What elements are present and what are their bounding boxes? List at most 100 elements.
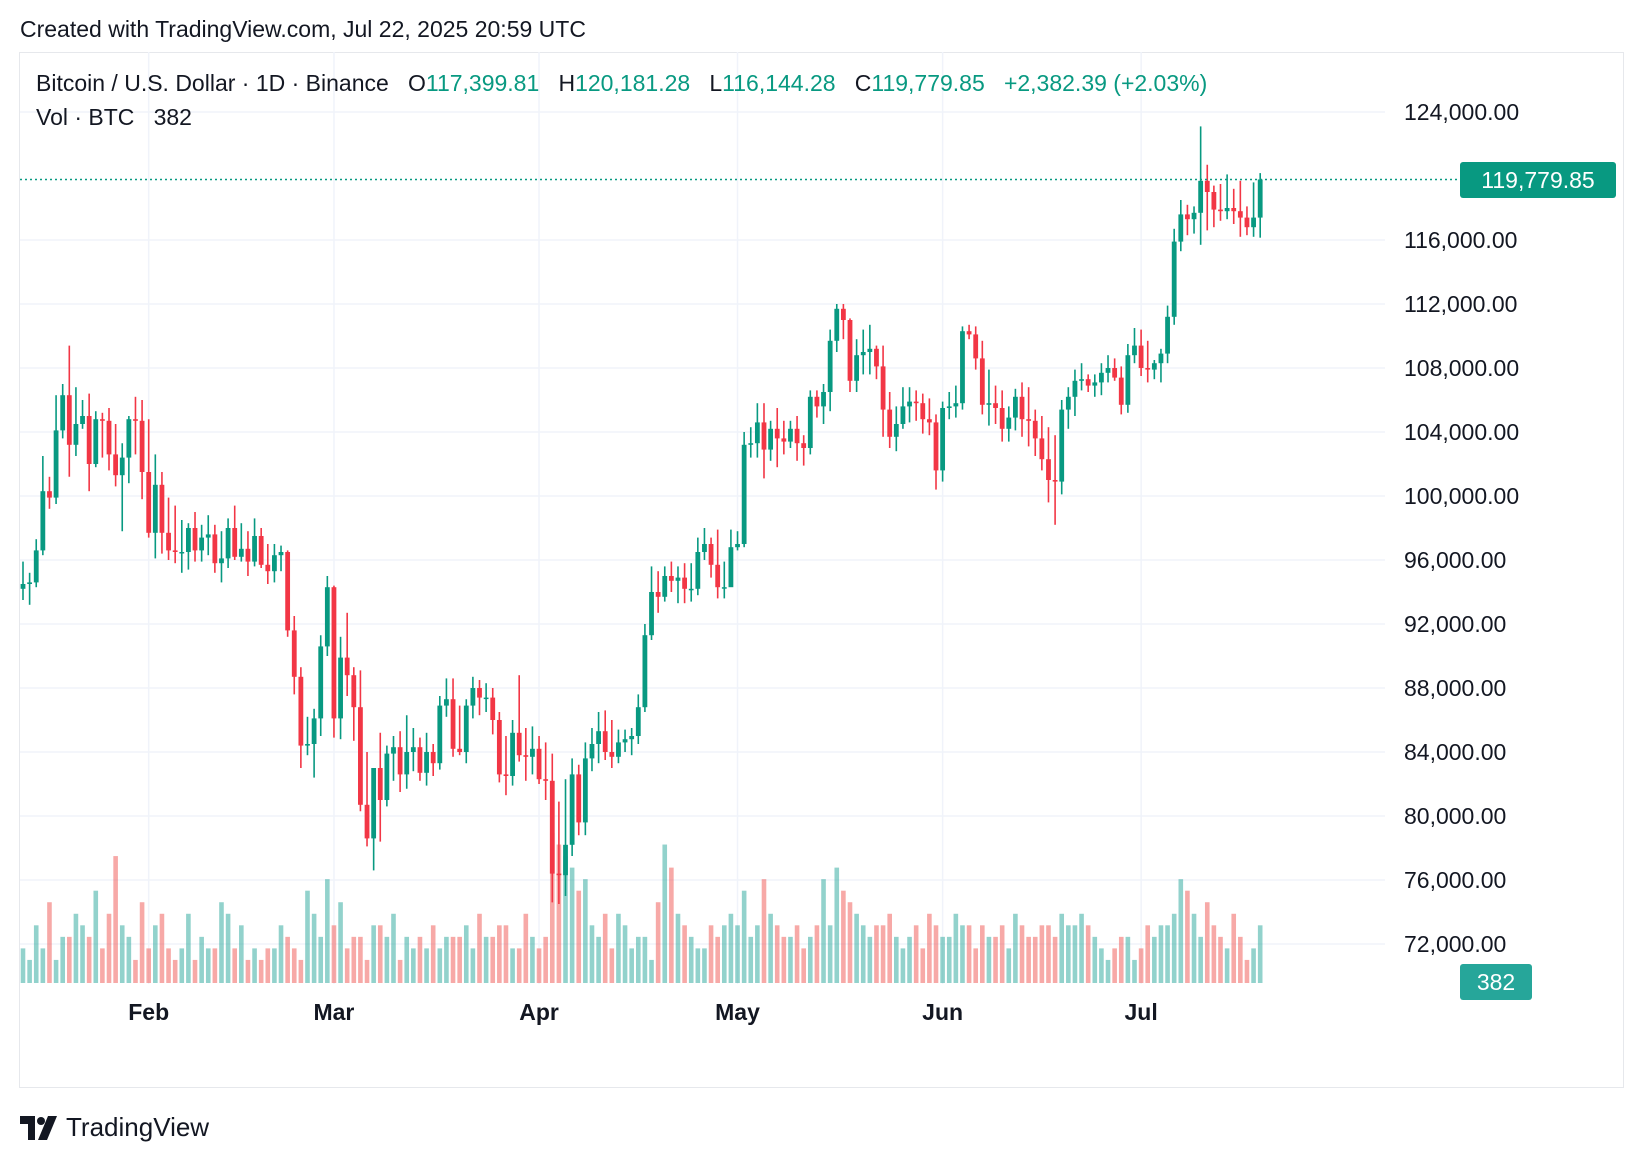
candle (1171, 228, 1177, 325)
candle (1237, 180, 1243, 237)
volume-bar (411, 948, 416, 983)
candle (1244, 206, 1250, 236)
candle (973, 326, 979, 370)
candle (119, 443, 125, 532)
volume-bar (874, 925, 879, 983)
volume-bar (675, 913, 681, 983)
candle-body (483, 697, 489, 700)
candle-body (179, 552, 185, 554)
y-tick-label: 108,000.00 (1404, 355, 1519, 381)
candle (860, 329, 866, 375)
candle-body (377, 768, 383, 800)
candle-body (754, 422, 760, 444)
volume-bar (887, 913, 892, 983)
candle (27, 572, 33, 605)
candle (410, 728, 416, 772)
volume-bar (417, 936, 423, 983)
volume-bar (1211, 925, 1217, 983)
candle-body (695, 552, 701, 589)
candle-body (318, 646, 324, 719)
candle (86, 393, 92, 492)
volume-bar (1152, 936, 1157, 983)
candle (73, 387, 79, 456)
candle (1231, 188, 1237, 224)
volume-bar (265, 948, 271, 983)
candle-body (186, 528, 191, 552)
volume-bar (913, 925, 919, 983)
volume-bar (166, 948, 171, 983)
candle (794, 416, 800, 461)
candle (662, 566, 668, 602)
volume-bar (53, 959, 59, 983)
y-tick-label: 116,000.00 (1404, 227, 1517, 253)
candle-body (278, 552, 284, 556)
candle-body (225, 528, 231, 559)
candle-body (1085, 379, 1091, 386)
candle (702, 528, 707, 560)
volume-bar (225, 913, 231, 983)
volume-bar (946, 936, 952, 983)
candle (953, 385, 959, 418)
volume-bar (854, 913, 859, 983)
candle (1046, 427, 1051, 503)
candle-body (199, 537, 205, 551)
candle-body (582, 758, 588, 823)
candle (893, 406, 899, 452)
candle (867, 324, 873, 375)
volume-bar (1105, 959, 1111, 983)
volume-bar (821, 879, 826, 983)
candle-body (457, 748, 463, 752)
footer-branding[interactable]: TradingView (20, 1112, 209, 1143)
volume-bar (1185, 890, 1190, 983)
candle (781, 420, 787, 455)
candle-body (993, 403, 998, 408)
y-tick-label: 104,000.00 (1404, 419, 1519, 445)
candle (735, 531, 740, 551)
volume-label: Vol · BTC (36, 104, 135, 130)
candle-body (1191, 212, 1197, 220)
candle (1092, 374, 1098, 397)
candle (1006, 406, 1012, 442)
candle-body (1151, 363, 1157, 370)
volume-bar (715, 936, 720, 983)
candle (582, 742, 588, 836)
volume-bar (516, 948, 522, 983)
candle (291, 616, 297, 695)
candle-body (291, 630, 297, 677)
candle-body (1065, 396, 1071, 410)
candle (1151, 360, 1157, 380)
open-label: O (407, 70, 426, 96)
candle-body (589, 744, 595, 759)
volume-bar (510, 948, 515, 983)
volume-bar (953, 913, 959, 983)
candle-body (781, 438, 787, 442)
candle-body (1013, 396, 1018, 418)
candle-body (986, 403, 992, 405)
candle (324, 576, 330, 656)
candle (40, 456, 46, 556)
volume-bar (801, 948, 806, 983)
candle (1125, 344, 1131, 413)
volume-bar (133, 959, 138, 983)
candle-body (73, 424, 79, 445)
candle-body (212, 534, 218, 564)
candle (272, 544, 277, 583)
volume-bar (205, 948, 211, 983)
candle (649, 566, 654, 640)
volume-bar (616, 913, 621, 983)
created-with-label: Created with TradingView.com, Jul 22, 20… (20, 16, 586, 42)
candle-body (1072, 380, 1078, 397)
volume-bar (278, 925, 284, 983)
volume-bar (245, 959, 251, 983)
candle-body (93, 419, 99, 464)
candle-body (503, 774, 509, 776)
candle-body (966, 331, 972, 335)
candle-body (1257, 179, 1263, 218)
candle-body (913, 401, 919, 404)
candle-body (530, 748, 535, 757)
candle (629, 728, 635, 756)
candle (840, 304, 846, 340)
volume-legend: Vol · BTC 382 (36, 104, 192, 131)
candle-body (596, 731, 601, 744)
